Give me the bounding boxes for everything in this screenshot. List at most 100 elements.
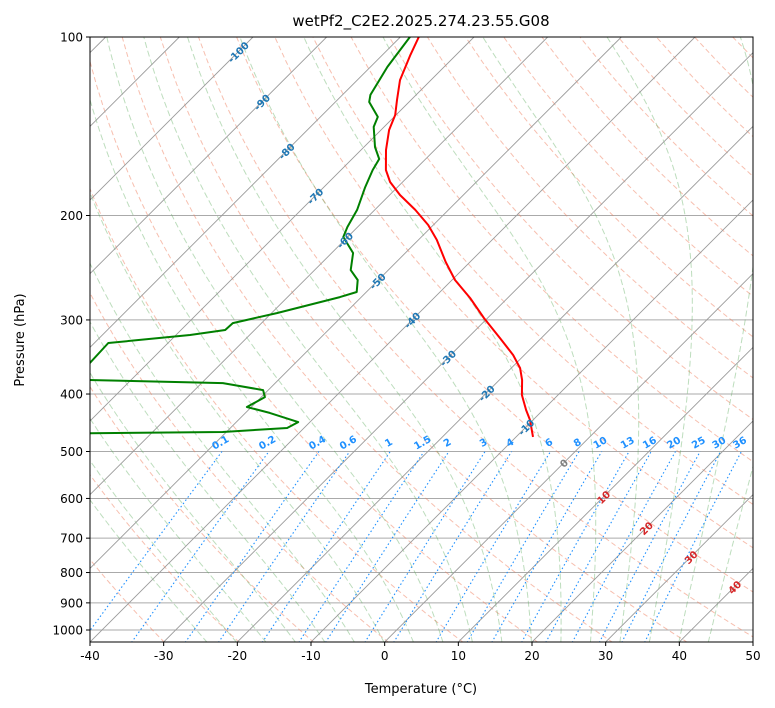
mixing-ratio-label: 16 (641, 435, 659, 452)
dry-adiabat (503, 37, 753, 297)
isotherm-line (310, 199, 753, 642)
isotherm-line (90, 37, 696, 642)
moist-adiabat (90, 459, 237, 642)
isotherm-line (90, 37, 622, 569)
moist-adiabat (382, 37, 597, 642)
mixing-ratio-line (521, 451, 630, 642)
dry-adiabat (90, 187, 464, 642)
x-tick-label: 0 (381, 649, 389, 663)
moist-adiabat (90, 191, 385, 642)
y-tick-label: 800 (60, 566, 83, 580)
mixing-ratio-label: 10 (592, 435, 610, 452)
dry-adiabat (732, 37, 753, 59)
isotherm-label: -80 (277, 142, 298, 163)
isotherm-label: -10 (517, 418, 538, 439)
mixing-ratio-line (261, 451, 391, 642)
moist-adiabat (303, 37, 562, 642)
dry-adiabat (236, 37, 753, 593)
x-tick-label: 20 (524, 649, 539, 663)
mixing-ratio-label: 1 (383, 437, 395, 450)
isotherm-label: 10 (596, 489, 614, 507)
dry-adiabat (121, 37, 613, 642)
dry-adiabat (90, 558, 165, 642)
moist-adiabat (482, 37, 640, 642)
mixing-ratio-label: 36 (731, 435, 749, 452)
isotherm-label: -30 (438, 349, 459, 370)
y-tick-label: 200 (60, 209, 83, 223)
y-tick-label: 600 (60, 492, 83, 506)
y-tick-label: 100 (60, 31, 83, 45)
mixing-ratio-label: 20 (665, 435, 683, 452)
dewpoint-line (90, 37, 411, 364)
isotherm-line (236, 125, 753, 642)
mixing-ratio-label: 13 (619, 435, 637, 452)
x-tick-label: 30 (598, 649, 613, 663)
isotherm-label: 40 (727, 579, 745, 597)
y-tick-label: 1000 (52, 624, 83, 638)
mixing-ratio-line (393, 451, 513, 642)
moist-adiabat (143, 37, 473, 642)
x-tick-label: -30 (154, 649, 174, 663)
mixing-ratio-line (184, 451, 320, 642)
y-tick-label: 500 (60, 445, 83, 459)
dry-adiabat (312, 37, 753, 505)
mixing-ratio-line (218, 451, 351, 642)
y-tick-label: 700 (60, 532, 83, 546)
dewpoint-line (90, 379, 300, 435)
x-tick-label: 50 (745, 649, 760, 663)
x-tick-label: 40 (672, 649, 687, 663)
dry-adiabat (159, 37, 688, 642)
isotherm-line (163, 52, 753, 642)
dry-adiabat (198, 37, 753, 638)
mixing-ratio-label: 25 (690, 435, 708, 452)
isotherm-line (90, 37, 254, 201)
dry-adiabat (656, 37, 753, 138)
dry-adiabat (90, 473, 240, 642)
x-tick-label: 10 (451, 649, 466, 663)
isotherm-line (531, 420, 753, 642)
plot-frame (89, 36, 754, 643)
isotherm-label: 20 (638, 520, 656, 538)
isotherm-label: -20 (477, 384, 498, 405)
mixing-ratio-label: 0.1 (210, 434, 231, 452)
moist-adiabat (239, 37, 532, 642)
mixing-ratio-line (298, 451, 425, 642)
y-axis-label: Pressure (hPa) (13, 293, 28, 386)
isotherm-label: -40 (403, 311, 424, 332)
moist-adiabat (106, 37, 444, 642)
moist-adiabat (606, 37, 693, 642)
mixing-ratio-label: 3 (478, 437, 490, 450)
dry-adiabat (274, 37, 753, 549)
dry-adiabat (90, 59, 539, 642)
moist-adiabat (90, 262, 355, 642)
isotherm-label: -70 (306, 187, 327, 208)
dry-adiabat (388, 37, 753, 421)
background-lines (90, 37, 775, 643)
moist-adiabat (90, 417, 267, 642)
line-labels: 0.1 0.2 0.4 0.6 1 1.5 2 3 4 6 8 10 13 16 20 25 30 36-100-… (210, 40, 749, 597)
isotherm-line (457, 346, 753, 642)
profile-lines (90, 37, 534, 438)
mixing-ratio-line (325, 451, 450, 642)
dry-adiabat (465, 37, 753, 338)
isotherm-label: 0 (558, 458, 571, 471)
mixing-ratio-label: 6 (543, 437, 555, 450)
moist-adiabat (90, 371, 296, 642)
mixing-ratio-label: 2 (442, 437, 454, 450)
axes: -40 -30 -20 -10 0 10 20 30 40 5010020030040050060… (52, 31, 760, 664)
mixing-ratio-label: 30 (711, 435, 729, 452)
dry-adiabat (90, 291, 389, 642)
chart-title: wetPf2_C2E2.2025.274.23.55.G08 (292, 12, 549, 31)
mixing-ratio-label: 0.4 (307, 434, 328, 452)
mixing-ratio-line (545, 451, 652, 642)
isotherm-line (90, 37, 327, 275)
dry-adiabat (694, 37, 753, 98)
y-tick-label: 300 (60, 313, 83, 327)
isotherm-line (752, 641, 753, 642)
mixing-ratio-line (131, 451, 270, 642)
dry-adiabat (426, 37, 753, 379)
dry-adiabat (771, 37, 775, 643)
isotherm-line (90, 37, 401, 348)
temperature-line (384, 37, 534, 438)
